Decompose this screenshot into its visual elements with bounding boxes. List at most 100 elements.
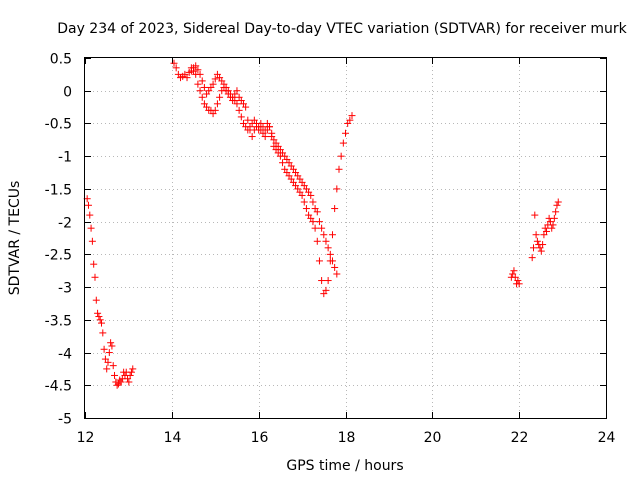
data-point: [194, 66, 202, 74]
data-point: [90, 260, 98, 268]
data-point: [87, 224, 95, 232]
data-point: [111, 371, 119, 379]
data-point: [515, 280, 523, 288]
data-point: [209, 80, 217, 88]
data-point: [279, 159, 287, 167]
data-point: [333, 270, 341, 278]
grid: [85, 58, 606, 418]
data-point: [333, 185, 341, 193]
data-point: [108, 342, 116, 350]
x-tick-label: 12: [77, 430, 95, 446]
data-point: [302, 205, 310, 213]
y-tick-label: -1: [58, 150, 72, 166]
data-point: [229, 97, 237, 105]
x-tick-label: 22: [511, 430, 529, 446]
data-point: [324, 277, 332, 285]
data-point: [97, 319, 105, 327]
data-point: [233, 87, 241, 95]
y-tick-label: -5: [58, 412, 72, 428]
data-point: [529, 244, 537, 252]
y-tick-label: 0: [63, 85, 72, 101]
chart-title: Day 234 of 2023, Sidereal Day-to-day VTE…: [57, 21, 627, 37]
data-point: [211, 75, 219, 83]
data-point: [328, 257, 336, 265]
data-point: [107, 339, 115, 347]
data-point: [342, 129, 349, 137]
data-point: [96, 316, 104, 324]
data-point: [216, 93, 224, 101]
data-point: [309, 218, 317, 226]
data-point: [324, 244, 332, 252]
y-tick-label: -4.5: [45, 379, 72, 395]
data-point: [315, 257, 323, 265]
data-point: [125, 378, 133, 386]
data-point: [242, 103, 250, 111]
data-point: [537, 247, 545, 255]
y-tick-label: -0.5: [45, 117, 72, 133]
data-point: [307, 191, 315, 199]
data-point: [170, 59, 178, 67]
data-point: [554, 198, 562, 206]
data-point: [109, 362, 117, 370]
data-point: [331, 263, 339, 271]
data-point: [244, 116, 252, 124]
data-point: [104, 358, 112, 366]
data-point: [99, 329, 107, 337]
data-point: [233, 100, 241, 108]
data-point: [126, 371, 134, 379]
data-point: [129, 365, 137, 373]
plot-frame: [84, 57, 607, 419]
data-point: [532, 231, 540, 239]
data-point: [315, 218, 323, 226]
data-point: [268, 129, 276, 137]
data-point: [298, 191, 306, 199]
data-point: [335, 165, 343, 173]
data-point: [552, 208, 560, 216]
data-point: [543, 227, 551, 235]
data-point: [313, 208, 321, 216]
data-point: [348, 112, 356, 120]
x-tick-label: 16: [251, 430, 269, 446]
data-point: [94, 309, 102, 317]
data-point: [237, 113, 245, 121]
data-point: [550, 214, 558, 222]
data-point: [261, 133, 269, 141]
data-point: [318, 277, 326, 285]
data-point: [91, 273, 99, 281]
axis-ticks: [85, 58, 607, 419]
data-point: [192, 70, 200, 78]
data-point: [250, 126, 258, 134]
data-point: [183, 74, 191, 82]
data-point: [533, 237, 541, 245]
data-point: [266, 123, 274, 131]
y-tick-label: -1.5: [45, 183, 72, 199]
data-point: [190, 64, 198, 72]
y-tick-label: -3.5: [45, 314, 72, 330]
data-points: [83, 59, 562, 389]
data-point: [322, 237, 330, 245]
data-point: [318, 224, 326, 232]
data-point: [331, 205, 339, 213]
data-point: [127, 368, 135, 376]
y-tick-label: -4: [58, 347, 72, 363]
x-tick-label: 24: [598, 430, 616, 446]
data-point: [86, 211, 94, 219]
y-axis-label: SDTVAR / TECUs: [7, 181, 23, 296]
x-tick-label: 18: [338, 430, 356, 446]
data-point: [172, 64, 180, 72]
data-point: [510, 267, 518, 275]
y-tick-label: -2: [58, 216, 72, 232]
data-point: [309, 198, 317, 206]
data-point: [103, 365, 111, 373]
data-point: [213, 100, 221, 108]
data-point: [322, 286, 330, 294]
data-point: [346, 116, 354, 124]
data-point: [528, 254, 536, 262]
data-point: [313, 237, 321, 245]
data-point: [531, 211, 539, 219]
data-point: [200, 83, 208, 91]
data-point: [235, 106, 243, 114]
data-point: [311, 224, 319, 232]
data-point: [198, 77, 206, 85]
